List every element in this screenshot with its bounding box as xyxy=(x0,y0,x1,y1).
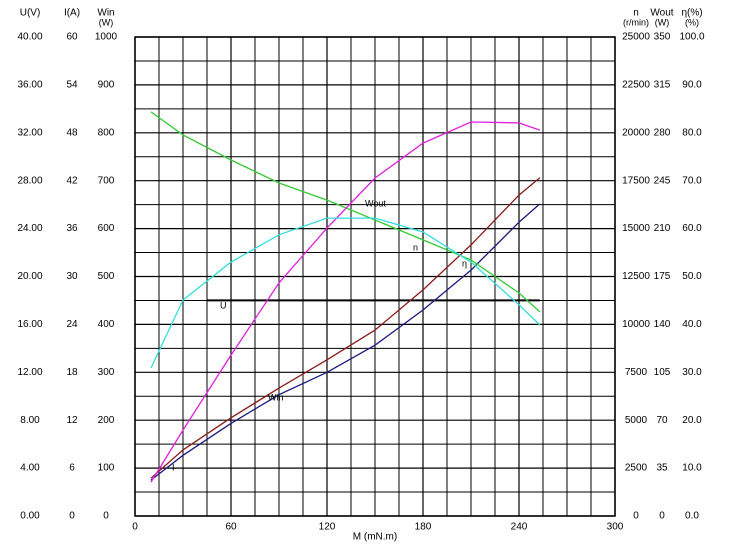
y-tick-label: 40.00 xyxy=(17,32,42,43)
y-tick-label: 30.0 xyxy=(682,367,702,378)
y-tick-label: 210 xyxy=(654,223,671,234)
y-tick-label: 8.00 xyxy=(20,415,40,426)
x-axis-label: M (mN.m) xyxy=(353,532,397,543)
series-label: I xyxy=(172,462,175,472)
y-tick-label: 245 xyxy=(654,175,671,186)
y-tick-label: 60.0 xyxy=(682,223,702,234)
y-tick-label: 32.00 xyxy=(17,127,42,138)
series-label: Wout xyxy=(365,198,386,208)
y-tick-label: 35 xyxy=(656,463,668,474)
y-tick-label: 10.0 xyxy=(682,463,702,474)
y-tick-label: 105 xyxy=(654,367,671,378)
y-tick-label: 40.0 xyxy=(682,319,702,330)
axis-header: I(A) xyxy=(64,8,80,19)
series-label: η xyxy=(462,258,467,268)
y-tick-label: 5000 xyxy=(625,415,648,426)
y-tick-label: 0.0 xyxy=(685,511,699,522)
y-tick-label: 4.00 xyxy=(20,463,40,474)
y-tick-label: 50.0 xyxy=(682,271,702,282)
y-tick-label: 900 xyxy=(98,80,115,91)
y-tick-label: 24.00 xyxy=(17,223,42,234)
y-tick-label: 0 xyxy=(659,511,665,522)
y-tick-label: 175 xyxy=(654,271,671,282)
axis-header: η(%) xyxy=(681,8,702,19)
y-tick-label: 48 xyxy=(66,127,78,138)
plot-frame xyxy=(134,36,616,517)
y-tick-label: 350 xyxy=(654,32,671,43)
y-tick-label: 100 xyxy=(98,463,115,474)
y-tick-label: 140 xyxy=(654,319,671,330)
y-tick-label: 315 xyxy=(654,80,671,91)
y-tick-label: 24 xyxy=(66,319,78,330)
y-tick-label: 600 xyxy=(98,223,115,234)
y-tick-label: 0 xyxy=(69,511,75,522)
y-tick-label: 70 xyxy=(656,415,668,426)
series-line xyxy=(150,177,541,479)
y-tick-label: 30 xyxy=(66,271,78,282)
y-tick-label: 500 xyxy=(98,271,115,282)
x-tick-label: 60 xyxy=(225,522,237,533)
y-tick-label: 10000 xyxy=(622,319,650,330)
x-tick-label: 120 xyxy=(319,522,336,533)
y-tick-label: 400 xyxy=(98,319,115,330)
series-line xyxy=(150,121,541,483)
y-tick-label: 15000 xyxy=(622,223,650,234)
y-tick-label: 0.00 xyxy=(20,511,40,522)
axis-header: Wout xyxy=(650,8,673,19)
y-tick-label: 17500 xyxy=(622,175,650,186)
x-tick-label: 240 xyxy=(511,522,528,533)
y-tick-label: 300 xyxy=(98,367,115,378)
series-line xyxy=(150,111,541,313)
axis-header: (r/min) xyxy=(623,17,649,27)
y-tick-label: 36.00 xyxy=(17,80,42,91)
axis-header: n xyxy=(633,8,639,19)
y-tick-label: 25000 xyxy=(622,32,650,43)
axis-header: Win xyxy=(97,8,114,19)
y-tick-label: 42 xyxy=(66,175,78,186)
y-tick-label: 12.00 xyxy=(17,367,42,378)
axis-header: (W) xyxy=(655,17,670,27)
y-tick-label: 0 xyxy=(633,511,639,522)
y-tick-label: 90.0 xyxy=(682,80,702,91)
series-line xyxy=(150,203,541,481)
y-tick-label: 0 xyxy=(103,511,109,522)
y-tick-label: 28.00 xyxy=(17,175,42,186)
y-tick-label: 36 xyxy=(66,223,78,234)
y-tick-label: 70.0 xyxy=(682,175,702,186)
y-tick-label: 700 xyxy=(98,175,115,186)
x-tick-label: 180 xyxy=(415,522,432,533)
x-tick-label: 300 xyxy=(607,522,624,533)
y-tick-label: 6 xyxy=(69,463,75,474)
y-tick-label: 12 xyxy=(66,415,78,426)
y-tick-label: 12500 xyxy=(622,271,650,282)
series-line xyxy=(150,217,541,369)
x-tick-label: 0 xyxy=(132,522,138,533)
axis-header: (W) xyxy=(99,17,114,27)
y-tick-label: 60 xyxy=(66,32,78,43)
y-tick-label: 2500 xyxy=(625,463,648,474)
y-tick-label: 100.0 xyxy=(679,32,704,43)
series-label: n xyxy=(413,242,418,252)
y-tick-label: 1000 xyxy=(95,32,118,43)
y-tick-label: 20.0 xyxy=(682,415,702,426)
y-tick-label: 54 xyxy=(66,80,78,91)
y-tick-label: 18 xyxy=(66,367,78,378)
y-tick-label: 800 xyxy=(98,127,115,138)
y-tick-label: 7500 xyxy=(625,367,648,378)
y-tick-label: 20000 xyxy=(622,127,650,138)
y-tick-label: 20.00 xyxy=(17,271,42,282)
series-label: U xyxy=(220,300,227,310)
axis-header: U(V) xyxy=(20,8,41,19)
y-tick-label: 22500 xyxy=(622,80,650,91)
y-tick-label: 16.00 xyxy=(17,319,42,330)
y-tick-label: 200 xyxy=(98,415,115,426)
y-tick-label: 80.0 xyxy=(682,127,702,138)
axis-header: (%) xyxy=(685,17,699,27)
y-tick-label: 280 xyxy=(654,127,671,138)
series-label: Win xyxy=(268,392,284,402)
